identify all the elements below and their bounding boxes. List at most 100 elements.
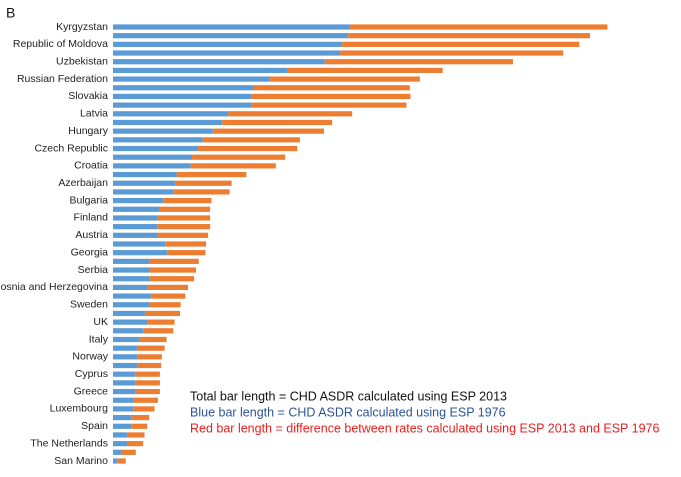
bar-segment xyxy=(113,258,150,264)
category-label: San Marino xyxy=(54,455,108,467)
bar-segment xyxy=(202,137,300,143)
bar-segment xyxy=(113,449,122,455)
bar-segment xyxy=(113,397,134,403)
bar-segment xyxy=(251,93,411,100)
annotation: Total bar length = CHD ASDR calculated u… xyxy=(190,389,507,403)
category-label: Georgia xyxy=(71,246,109,258)
category-label: Slovakia xyxy=(68,90,108,102)
bar-segment xyxy=(157,215,211,221)
bar-segment xyxy=(113,33,349,39)
bar-segment xyxy=(157,224,211,230)
bar-segment xyxy=(159,206,211,212)
bar-segment xyxy=(113,441,128,447)
bar-segment xyxy=(113,50,341,56)
category-label: Russian Federation xyxy=(17,73,108,85)
bar-segment xyxy=(113,163,191,169)
bar-segment xyxy=(113,415,132,421)
panel-label: B xyxy=(6,5,15,21)
bar-segment xyxy=(113,224,158,230)
category-label: Sweden xyxy=(70,299,108,311)
bar-segment xyxy=(113,154,193,160)
category-label: Uzbekistan xyxy=(56,56,108,68)
bar-segment xyxy=(113,76,270,82)
bar-segment xyxy=(147,319,175,325)
bar-segment xyxy=(113,189,174,195)
category-label: Greece xyxy=(74,385,109,397)
bar-segment xyxy=(198,145,298,152)
category-label: Hungary xyxy=(68,125,108,137)
bar-segment xyxy=(113,102,252,108)
category-label: Bulgaria xyxy=(69,194,108,206)
bar-segment xyxy=(113,111,229,117)
bar-segment xyxy=(192,154,286,160)
bar-segment xyxy=(212,128,325,134)
annotation: Blue bar length = CHD ASDR calculated us… xyxy=(190,405,506,419)
bar-segment xyxy=(253,85,410,91)
bar-segment xyxy=(127,441,144,447)
category-label: Croatia xyxy=(74,160,108,172)
bar-segment xyxy=(113,59,325,65)
bar-segment xyxy=(176,171,247,178)
category-label: Czech Republic xyxy=(34,142,108,154)
category-label: The Netherlands xyxy=(30,437,108,449)
bar-segment xyxy=(113,276,150,282)
bar-segment xyxy=(113,328,144,334)
bar-segment xyxy=(113,215,158,221)
bar-segment xyxy=(228,111,353,117)
bar-segment xyxy=(113,241,166,247)
bar-segment xyxy=(131,415,150,421)
bar-segment xyxy=(113,119,223,126)
category-label: Norway xyxy=(72,351,108,363)
bar-segment xyxy=(135,380,160,386)
bar-segment xyxy=(113,24,351,30)
bar-segment xyxy=(113,336,140,343)
bar-segment xyxy=(113,284,148,290)
category-label: Finland xyxy=(74,212,109,224)
bar-segment xyxy=(157,232,209,238)
annotation: Red bar length = difference between rate… xyxy=(190,421,659,435)
bar-segment xyxy=(113,171,177,178)
bar-segment xyxy=(137,362,162,369)
bar-segment xyxy=(113,128,213,134)
bar-segment xyxy=(222,119,333,126)
bar-segment xyxy=(113,267,150,273)
bar-segment xyxy=(149,302,181,308)
bar-segment xyxy=(127,432,145,438)
bar-segment xyxy=(113,41,343,47)
bar-segment xyxy=(151,293,186,299)
bar-segment xyxy=(113,388,136,395)
bar-segment xyxy=(149,276,195,282)
bar-segment xyxy=(287,67,443,73)
category-label: Serbia xyxy=(78,264,109,276)
bar-segment xyxy=(145,310,180,317)
bar-segment xyxy=(163,198,212,204)
bar-segment xyxy=(149,258,199,264)
category-label: UK xyxy=(93,316,108,328)
category-label: Italy xyxy=(89,333,109,345)
bar-segment xyxy=(165,241,207,247)
category-label: Bosnia and Herzegovina xyxy=(0,281,108,293)
bar-segment xyxy=(113,250,168,256)
bar-segment xyxy=(113,198,164,204)
bar-segment xyxy=(149,267,197,273)
bar-segment xyxy=(137,345,165,351)
bar-segment xyxy=(324,59,513,65)
bar-segment xyxy=(113,137,203,143)
bar-segment xyxy=(113,432,128,438)
bar-segment xyxy=(251,102,407,108)
bar-segment xyxy=(342,41,580,47)
bar-segment xyxy=(113,371,136,377)
bar-segment xyxy=(269,76,420,82)
bar-segment xyxy=(348,33,591,39)
category-label: Latvia xyxy=(80,108,108,120)
bar-segment xyxy=(133,397,158,403)
bar-segment xyxy=(113,354,138,360)
bar-segment xyxy=(113,380,136,386)
bar-segment xyxy=(113,85,254,91)
bar-segment xyxy=(113,458,118,464)
bar-segment xyxy=(113,345,138,351)
bar-segment xyxy=(113,362,138,369)
category-label: Kyrgyzstan xyxy=(56,21,108,33)
bar-segment xyxy=(340,50,564,56)
